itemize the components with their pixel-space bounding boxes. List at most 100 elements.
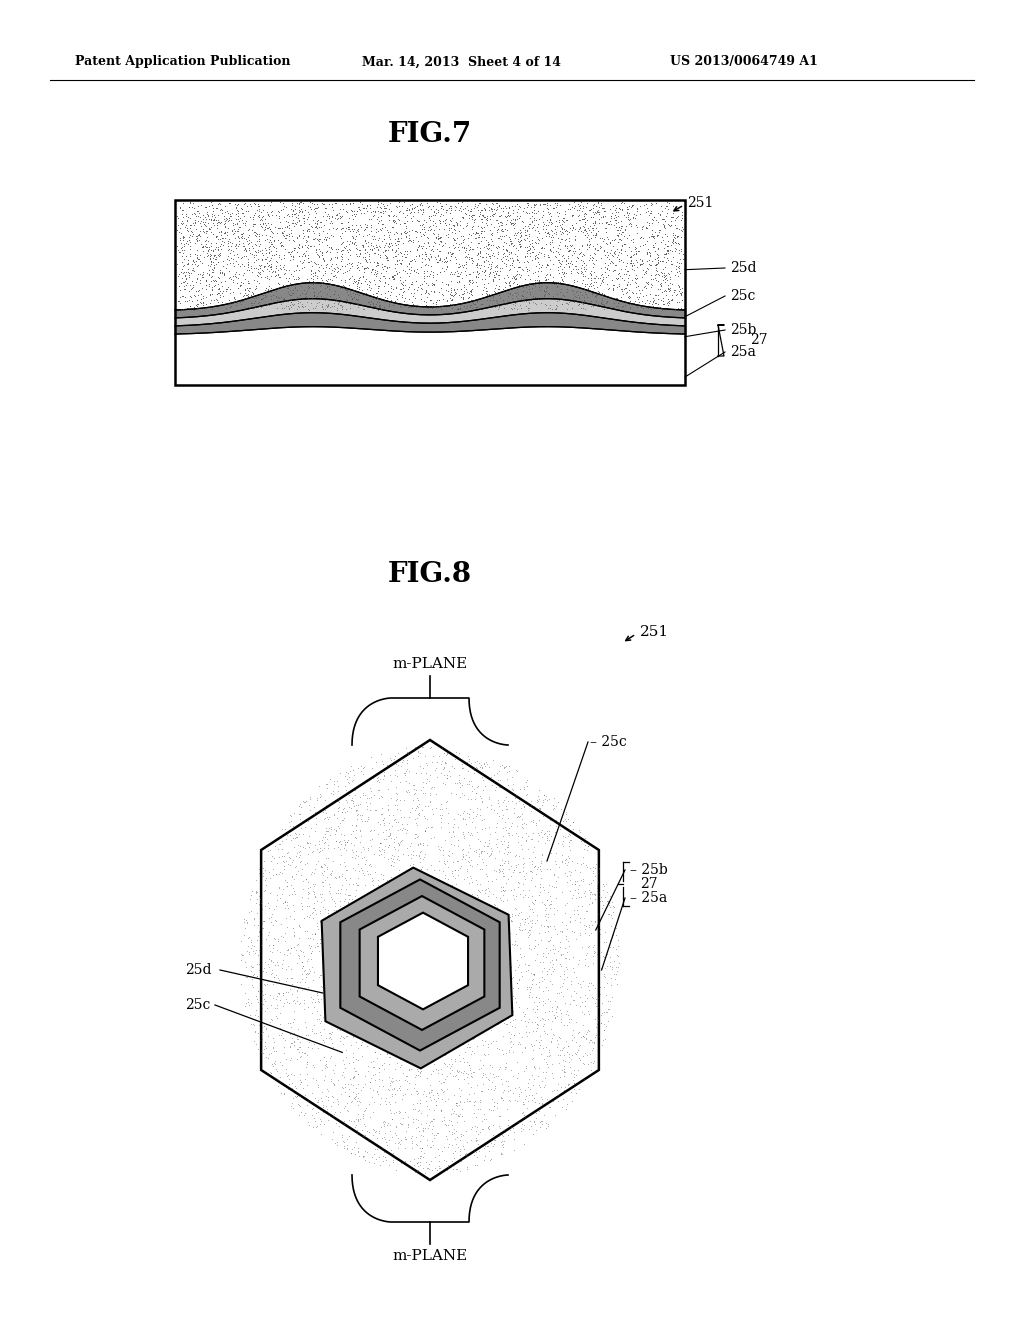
Point xyxy=(373,197,389,218)
Point xyxy=(455,886,471,907)
Point xyxy=(458,257,474,279)
Point xyxy=(223,239,240,260)
Point xyxy=(483,985,500,1006)
Point xyxy=(415,198,431,219)
Point xyxy=(495,220,511,242)
Point xyxy=(362,216,379,238)
Point xyxy=(214,231,230,252)
Point xyxy=(274,1027,291,1048)
Point xyxy=(276,855,293,876)
Point xyxy=(593,263,609,284)
Point xyxy=(490,195,507,216)
Point xyxy=(482,219,499,240)
Point xyxy=(377,820,393,841)
Point xyxy=(538,215,554,236)
Point xyxy=(380,958,396,979)
Point xyxy=(351,944,368,965)
Point xyxy=(592,238,608,259)
Point xyxy=(588,290,604,312)
Point xyxy=(181,228,198,249)
Point xyxy=(461,961,477,982)
Point xyxy=(345,273,361,294)
Point xyxy=(309,282,326,304)
Point xyxy=(463,1065,479,1086)
Point xyxy=(283,222,299,243)
Point xyxy=(381,206,397,227)
Point xyxy=(611,276,628,297)
Point xyxy=(664,214,680,235)
Point xyxy=(506,224,522,246)
Point xyxy=(291,945,307,966)
Point xyxy=(273,818,290,840)
Point xyxy=(372,244,388,265)
Point xyxy=(416,867,432,888)
Point xyxy=(520,240,537,261)
Point xyxy=(544,230,560,251)
Point xyxy=(316,870,333,891)
Point xyxy=(291,211,307,232)
Point xyxy=(432,754,449,775)
Point xyxy=(439,742,456,763)
Point xyxy=(464,216,480,238)
Point xyxy=(280,205,296,226)
Point xyxy=(577,218,593,239)
Point xyxy=(624,293,640,314)
Point xyxy=(413,841,429,862)
Point xyxy=(407,1148,423,1170)
Point xyxy=(538,1061,554,1082)
Point xyxy=(205,269,221,290)
Point xyxy=(483,795,500,816)
Point xyxy=(308,218,325,239)
Point xyxy=(306,883,323,904)
Point xyxy=(348,201,365,222)
Point xyxy=(577,276,593,297)
Point xyxy=(633,226,649,247)
Point xyxy=(431,210,447,231)
Point xyxy=(441,209,458,230)
Point xyxy=(247,224,263,246)
Point xyxy=(217,201,233,222)
Point xyxy=(524,205,541,226)
Point xyxy=(333,249,349,271)
Point xyxy=(463,898,479,919)
Point xyxy=(330,1015,346,1036)
Point xyxy=(485,1100,502,1121)
Point xyxy=(461,1055,477,1076)
Point xyxy=(331,939,347,960)
Point xyxy=(595,894,611,915)
Point xyxy=(537,222,553,243)
Point xyxy=(484,268,501,289)
Point xyxy=(644,226,660,247)
Point xyxy=(401,265,418,286)
Point xyxy=(294,201,310,222)
Point xyxy=(458,920,474,941)
Point xyxy=(670,257,686,279)
Point xyxy=(341,1109,357,1130)
Point xyxy=(412,755,428,776)
Point xyxy=(675,244,691,265)
Point xyxy=(646,206,663,227)
Point xyxy=(288,1086,304,1107)
Point xyxy=(566,1043,583,1064)
Point xyxy=(489,219,506,240)
Point xyxy=(561,227,578,248)
Point xyxy=(236,285,252,306)
Point xyxy=(542,234,558,255)
Point xyxy=(595,205,611,226)
Point xyxy=(350,288,367,309)
Point xyxy=(435,742,452,763)
Point xyxy=(542,297,558,318)
Point xyxy=(296,993,312,1014)
Point xyxy=(469,252,485,273)
Point xyxy=(523,232,540,253)
Point xyxy=(418,940,434,961)
Point xyxy=(656,256,673,277)
Point xyxy=(416,870,432,891)
Point xyxy=(185,251,202,272)
Point xyxy=(365,902,381,923)
Point xyxy=(560,1052,577,1073)
Point xyxy=(518,296,535,317)
Point xyxy=(648,257,665,279)
Point xyxy=(306,272,323,293)
Point xyxy=(548,223,564,244)
